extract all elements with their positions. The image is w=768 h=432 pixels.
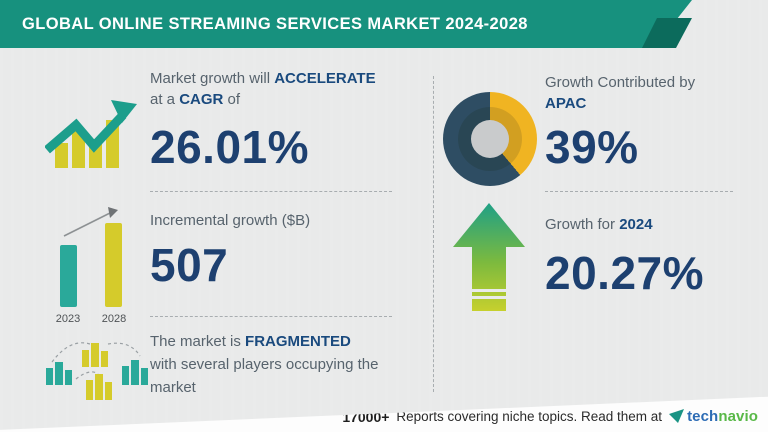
- fragmented-caption-bold: FRAGMENTED: [245, 333, 351, 350]
- page-title: GLOBAL ONLINE STREAMING SERVICES MARKET …: [22, 15, 528, 33]
- separator-left-2: [150, 316, 392, 317]
- report-count: 17000+: [342, 408, 390, 425]
- cagr-caption-ata: at a: [150, 91, 180, 108]
- brand-tech: tech: [687, 408, 719, 425]
- fragmented-caption-line2: with several players occupying the: [150, 356, 379, 373]
- year-start-label: 2023: [56, 313, 80, 325]
- incremental-caption: Incremental growth ($B): [150, 212, 311, 229]
- cagr-caption: Market growth will ACCELERATE at a CAGR …: [150, 68, 410, 110]
- fragmented-market-icon: [46, 342, 148, 400]
- fragmented-caption-normal: The market is: [150, 333, 246, 350]
- growth-value: 20.27%: [545, 247, 705, 299]
- fragmented-caption-line3: market: [150, 379, 196, 396]
- brand-wordmark: technavio: [687, 408, 758, 425]
- growth-caption: Growth for 2024: [545, 214, 653, 235]
- apac-value: 39%: [545, 121, 639, 173]
- technavio-mark-icon: [669, 409, 685, 423]
- header-banner: GLOBAL ONLINE STREAMING SERVICES MARKET …: [0, 0, 692, 48]
- cagr-caption-of: of: [223, 91, 241, 108]
- cagr-value: 26.01%: [150, 121, 310, 173]
- footer-message: Reports covering niche topics. Read them…: [396, 409, 663, 424]
- year-end-label: 2028: [102, 313, 126, 325]
- separator-left-1: [150, 191, 392, 192]
- apac-caption: Growth Contributed by APAC: [545, 72, 755, 114]
- cagr-caption-accelerate: ACCELERATE: [274, 70, 376, 87]
- apac-region: APAC: [545, 95, 587, 112]
- separator-right-1: [545, 191, 733, 192]
- incremental-bars-icon: 2023 2028: [56, 207, 126, 325]
- cagr-caption-cagr: CAGR: [179, 91, 224, 108]
- growth-year: 2024: [619, 216, 653, 233]
- growth-caption-label: Growth for: [545, 216, 620, 233]
- brand-navio: navio: [718, 408, 758, 425]
- up-arrow-icon: [453, 203, 525, 311]
- apac-caption-label: Growth Contributed by: [545, 74, 696, 91]
- cagr-caption-normal: Market growth will: [150, 70, 275, 87]
- donut-chart-icon: [443, 92, 537, 186]
- growth-chart-icon: [45, 100, 137, 168]
- donut-center: [471, 120, 509, 158]
- fragmented-caption: The market is FRAGMENTED with several pl…: [150, 330, 418, 399]
- technavio-logo: technavio: [669, 408, 758, 425]
- footer-row: 17000+ Reports covering niche topics. Re…: [342, 408, 758, 425]
- column-divider: [433, 76, 434, 392]
- incremental-value: 507: [150, 239, 229, 291]
